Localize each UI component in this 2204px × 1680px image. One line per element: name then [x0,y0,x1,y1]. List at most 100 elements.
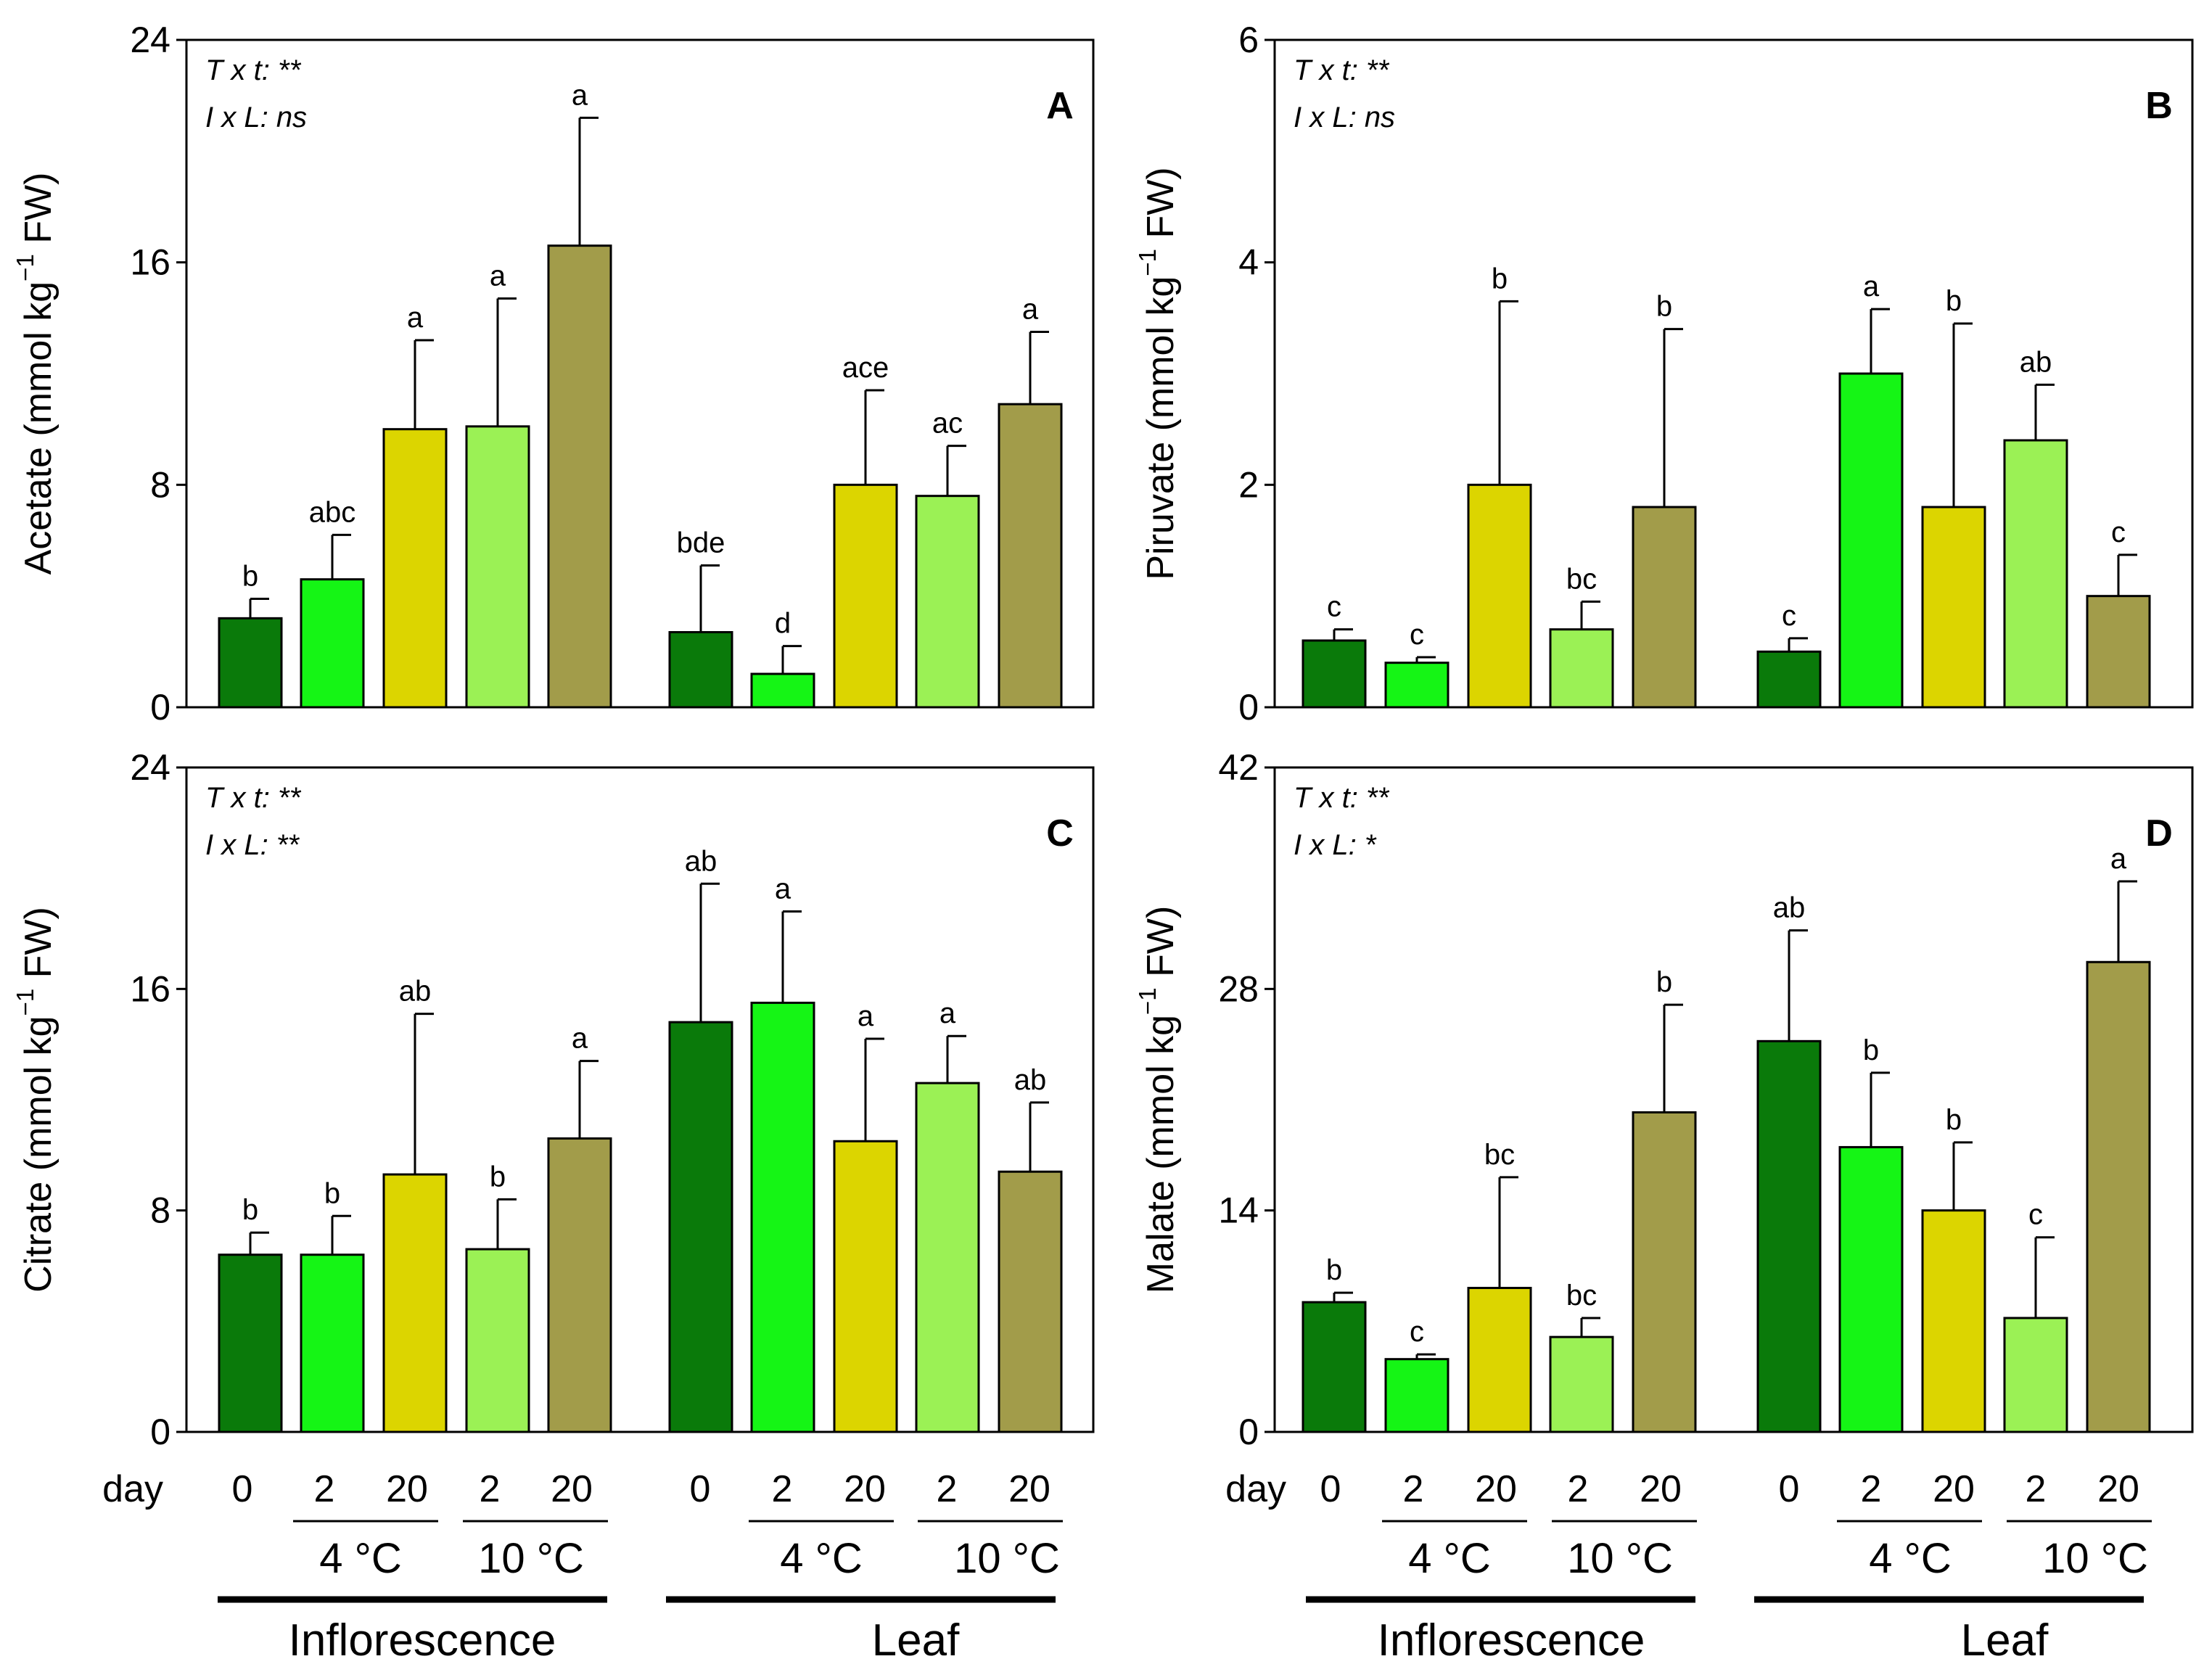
y-axis-label-superscript: −1 [12,989,38,1016]
y-axis-label: Malate (mmol kg−1 FW) [1134,906,1182,1294]
y-tick-label: 0 [1238,687,1259,728]
day-label: day [1225,1468,1286,1510]
bar [1384,662,1450,709]
day-tick: 0 [1779,1468,1800,1510]
day-tick: 20 [1008,1468,1050,1510]
y-axis-label-end: FW) [17,173,59,255]
panel-letter: B [2145,85,2173,127]
y-tick-label: 2 [1238,464,1259,505]
stat-annotation: I x L: ns [1294,102,1395,133]
bar [1302,1301,1367,1433]
bar [668,1021,733,1433]
stat-annotation: I x L: * [1294,829,1377,861]
bar [998,1170,1063,1433]
day-tick: 0 [232,1468,253,1510]
group-label: Inflorescence [289,1615,556,1665]
bar [300,578,365,709]
significance-letter: ace [842,352,889,384]
group-label: Leaf [872,1615,960,1665]
y-tick-label: 6 [1238,20,1259,60]
stat-annotation: I x L: ** [205,829,300,861]
bar [1632,1111,1697,1433]
bar [382,428,448,709]
y-tick-label: 0 [150,1412,170,1452]
panel-b-piruvate: 0 2 4 6 Piruvate (mmol kg−1 FW) T x t: ** I x … [1134,20,2194,728]
bar [1921,506,1986,709]
significance-letter: a [572,79,588,111]
y-tick-label: 0 [150,687,170,728]
panel-c-citrate: 0 8 16 24 Citrate (mmol kg−1 FW) T x t: ** I x… [12,747,1095,1452]
significance-letter: b [1656,966,1672,998]
day-tick: 2 [1568,1468,1589,1510]
plot-frame [185,766,1095,1433]
significance-letter: ab [1014,1064,1047,1096]
stat-annotation: T x t: ** [1294,782,1390,814]
panel-letter: A [1046,85,1074,127]
bar [218,617,283,709]
significance-letter: c [1782,600,1796,632]
stat-annotation: T x t: ** [205,782,302,814]
day-tick: 2 [1861,1468,1882,1510]
significance-letter: b [1492,263,1508,295]
temp-label: 4 °C [780,1535,862,1582]
day-tick: 2 [2026,1468,2047,1510]
y-tick-label: 4 [1238,242,1259,283]
y-axis-label-end: FW) [17,907,59,989]
significance-letter: bde [677,527,725,559]
bar [1756,650,1822,709]
significance-letter: abc [309,496,356,528]
significance-letter: c [2111,516,2126,548]
bar [998,403,1063,709]
bar [2003,439,2068,709]
y-tick-label: 28 [1218,968,1259,1009]
day-tick: 0 [1320,1468,1341,1510]
day-tick: 20 [551,1468,593,1510]
panel-d-malate: 0 14 28 42 Malate (mmol kg−1 FW) T x t: ** I x… [1134,747,2194,1452]
significance-letter: a [407,302,424,334]
significance-letter: b [490,1161,506,1193]
temp-label: 10 °C [1567,1535,1673,1582]
x-axis-labels-right: day 0 2 20 2 20 0 2 20 2 20 4 °C 10 °C 4… [1225,1468,2152,1665]
y-axis-label-main: Piruvate (mmol kg [1140,276,1182,580]
day-tick: 20 [386,1468,428,1510]
bar [1384,1358,1450,1433]
bar [1467,483,1532,709]
bar [2086,960,2151,1433]
panel-a-acetate: 0 8 16 24 Acetate (mmol kg−1 FW) T x t: ** I x… [12,20,1095,728]
significance-letter: ac [932,408,963,440]
bar [915,495,980,709]
group-label: Inflorescence [1378,1615,1645,1665]
significance-letter: b [324,1177,340,1209]
y-tick-label: 16 [130,242,170,283]
y-axis-label-main: Acetate (mmol kg [17,281,59,575]
bar [833,483,898,709]
significance-letter: a [1863,271,1880,302]
bar [833,1140,898,1433]
y-axis-label-end: FW) [1140,906,1182,988]
significance-letter: c [1410,619,1424,651]
stat-annotation: I x L: ns [205,102,307,133]
day-tick: 2 [480,1468,501,1510]
bar [750,1001,815,1433]
temp-label: 4 °C [1408,1535,1490,1582]
stat-annotation: T x t: ** [205,54,302,86]
y-tick-label: 8 [150,464,170,505]
day-tick: 2 [1403,1468,1424,1510]
y-tick-label: 24 [130,20,170,60]
temp-label: 10 °C [954,1535,1060,1582]
bar [1632,506,1697,709]
y-axis-label: Acetate (mmol kg−1 FW) [12,173,59,575]
bar [1302,639,1367,709]
significance-letter: c [1410,1316,1424,1348]
bar [668,631,733,709]
bar [1549,628,1614,709]
significance-letter: b [242,561,258,593]
significance-letter: c [1327,591,1341,623]
y-tick-label: 16 [130,968,170,1009]
y-axis-label-main: Citrate (mmol kg [17,1016,59,1292]
significance-letter: a [858,1000,874,1032]
day-tick: 2 [772,1468,793,1510]
bar [1838,372,1904,709]
bar [465,1248,530,1433]
